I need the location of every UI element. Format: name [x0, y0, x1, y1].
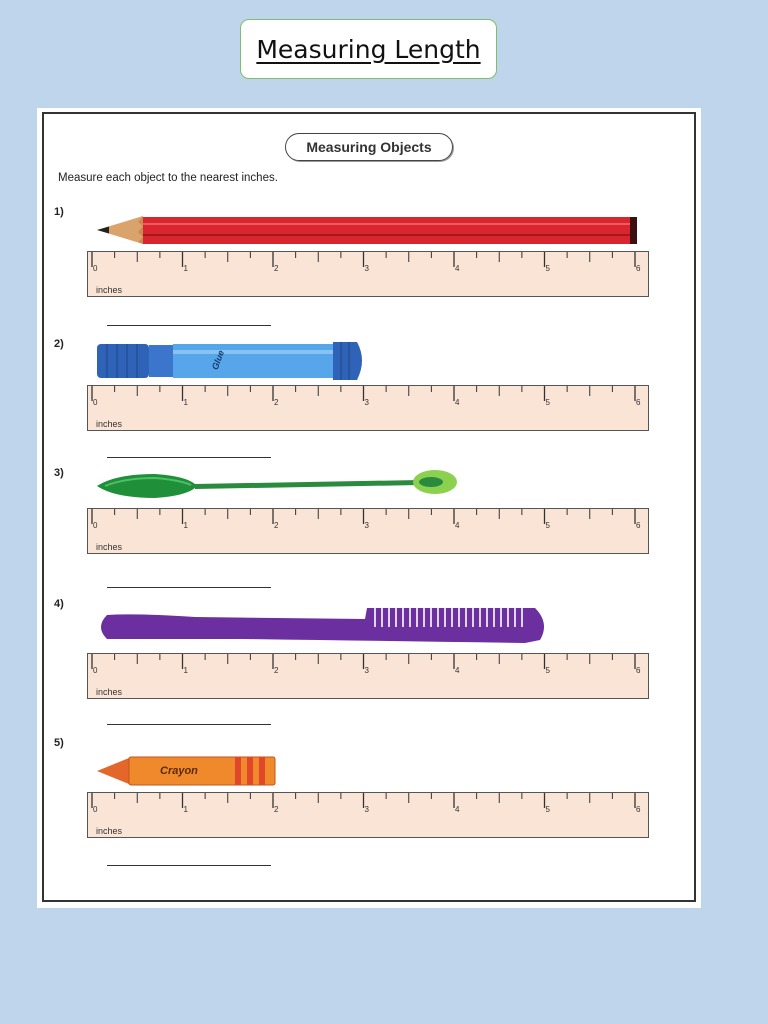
- answer-line-2[interactable]: [107, 457, 271, 458]
- crayon-image: [97, 756, 276, 786]
- pencil-image: [97, 216, 637, 244]
- ruler-ticks: [91, 252, 636, 267]
- ruler-tick-label: 3: [364, 521, 369, 530]
- ruler-tick-label: 4: [455, 666, 460, 675]
- ruler-unit-label: inches: [96, 419, 123, 429]
- ruler-tick-label: 0: [93, 521, 98, 530]
- ruler-tick-label: 4: [455, 398, 460, 407]
- glue-stick-image: [97, 342, 362, 380]
- ruler-tick-label: 6: [636, 264, 641, 273]
- page-title: Measuring Length: [256, 34, 481, 64]
- ruler-tick-label: 0: [93, 805, 98, 814]
- ruler-tick-label: 2: [274, 521, 279, 530]
- ruler-tick-label: 5: [545, 398, 550, 407]
- answer-line-5[interactable]: [107, 865, 271, 866]
- ruler-tick-label: 1: [183, 805, 188, 814]
- spoon-image: [97, 470, 457, 498]
- ruler-1: 0 1 2 3 4 5 6 inches: [87, 251, 649, 297]
- ruler-4: 0 1 2 3 4 5 6 inches: [87, 653, 649, 699]
- answer-line-4[interactable]: [107, 724, 271, 725]
- ruler-tick-label: 5: [545, 805, 550, 814]
- ruler-tick-label: 1: [183, 398, 188, 407]
- question-number-4: 4): [54, 598, 64, 610]
- answer-line-1[interactable]: [107, 325, 271, 326]
- ruler-tick-label: 4: [455, 521, 460, 530]
- ruler-tick-label: 1: [183, 264, 188, 273]
- ruler-tick-label: 6: [636, 805, 641, 814]
- worksheet-title: Measuring Objects: [285, 133, 453, 161]
- ruler-tick-label: 3: [364, 264, 369, 273]
- ruler-tick-label: 5: [545, 666, 550, 675]
- comb-image: [101, 608, 544, 643]
- ruler-ticks: [91, 386, 636, 401]
- ruler-tick-label: 1: [183, 666, 188, 675]
- ruler-ticks: [91, 654, 636, 669]
- ruler-ticks: [91, 793, 636, 808]
- crayon-label: Crayon: [160, 765, 198, 777]
- ruler-tick-label: 3: [364, 398, 369, 407]
- ruler-2: 0 1 2 3 4 5 6 inches: [87, 385, 649, 431]
- ruler-tick-label: 2: [274, 264, 279, 273]
- ruler-tick-label: 0: [93, 666, 98, 675]
- question-number-5: 5): [54, 737, 64, 749]
- question-number-1: 1): [54, 206, 64, 218]
- ruler-unit-label: inches: [96, 826, 123, 836]
- ruler-unit-label: inches: [96, 542, 123, 552]
- ruler-tick-label: 6: [636, 398, 641, 407]
- ruler-tick-label: 2: [274, 805, 279, 814]
- ruler-tick-label: 3: [364, 805, 369, 814]
- ruler-tick-label: 5: [545, 264, 550, 273]
- ruler-tick-label: 4: [455, 264, 460, 273]
- ruler-tick-label: 0: [93, 264, 98, 273]
- ruler-unit-label: inches: [96, 285, 123, 295]
- ruler-ticks: [91, 509, 636, 524]
- ruler-tick-label: 6: [636, 521, 641, 530]
- ruler-tick-label: 5: [545, 521, 550, 530]
- ruler-3: 0 1 2 3 4 5 6 inches: [87, 508, 649, 554]
- worksheet-instructions: Measure each object to the nearest inche…: [58, 172, 278, 184]
- page-title-box: Measuring Length: [240, 19, 497, 79]
- ruler-5: 0 1 2 3 4 5 6 inches: [87, 792, 649, 838]
- ruler-tick-label: 6: [636, 666, 641, 675]
- question-number-2: 2): [54, 338, 64, 350]
- ruler-tick-label: 0: [93, 398, 98, 407]
- ruler-tick-label: 2: [274, 398, 279, 407]
- ruler-unit-label: inches: [96, 687, 123, 697]
- ruler-tick-label: 1: [183, 521, 188, 530]
- question-number-3: 3): [54, 467, 64, 479]
- answer-line-3[interactable]: [107, 587, 271, 588]
- ruler-tick-label: 3: [364, 666, 369, 675]
- ruler-tick-label: 4: [455, 805, 460, 814]
- ruler-tick-label: 2: [274, 666, 279, 675]
